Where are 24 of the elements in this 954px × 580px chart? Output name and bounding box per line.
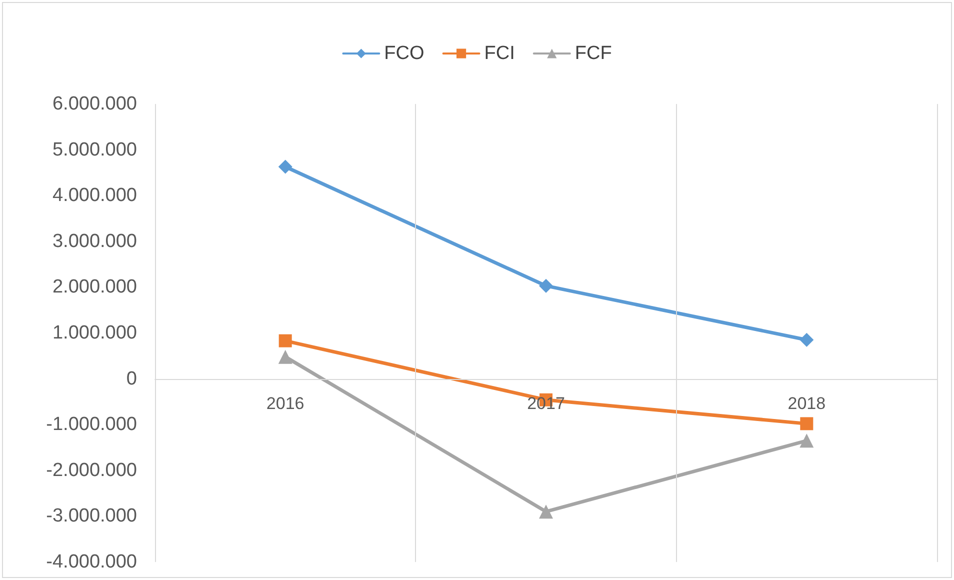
y-tick-label: 0 (126, 368, 137, 390)
point (800, 332, 814, 347)
y-tick-label: 6.000.000 (52, 94, 137, 114)
legend-label: FCO (384, 43, 424, 64)
y-tick-label: 4.000.000 (52, 185, 137, 206)
y-tick-label: 2.000.000 (52, 276, 137, 298)
legend-label: FCI (484, 43, 515, 64)
y-tick-label: 3.000.000 (52, 230, 137, 252)
point (278, 334, 292, 348)
y-tick-label: -1.000.000 (46, 414, 137, 436)
point (539, 504, 553, 519)
point (278, 160, 292, 174)
point (800, 434, 814, 448)
y-tick-label: -3.000.000 (46, 506, 137, 527)
y-tick-label: -2.000.000 (46, 460, 137, 481)
x-tick-label: 2018 (788, 394, 826, 413)
y-tick-label: 5.000.000 (52, 139, 137, 160)
y-tick-label: -4.000.000 (46, 552, 137, 572)
point (539, 278, 553, 293)
x-tick-label: 2016 (266, 394, 304, 413)
legend-label: FCF (574, 43, 612, 64)
point (278, 350, 292, 364)
y-tick-label: 1.000.000 (52, 322, 137, 344)
point (800, 417, 814, 430)
